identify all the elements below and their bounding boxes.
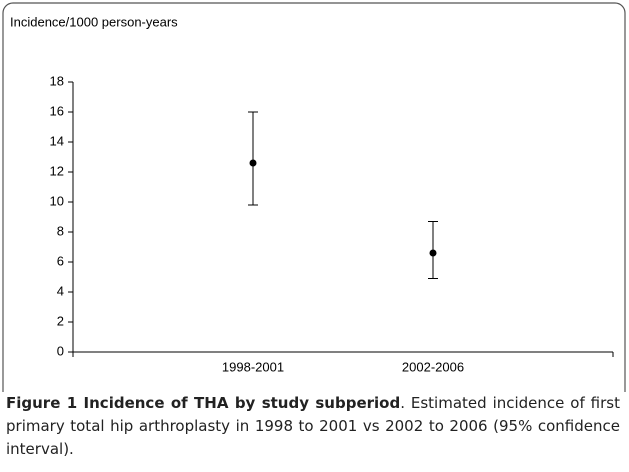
y-tick-label: 6 — [57, 253, 64, 268]
y-tick-label: 18 — [50, 73, 64, 88]
y-axis-label: Incidence/1000 person-years — [10, 14, 178, 29]
caption: Figure 1 Incidence of THA by study subpe… — [6, 392, 620, 461]
chart: Incidence/1000 person-years 0 2 4 6 8 10 12 14 1… — [2, 2, 626, 392]
point — [429, 249, 437, 257]
caption-text: . Estimated incidence of first primary t… — [6, 394, 620, 458]
x-tick-label: 1998-2001 — [222, 359, 284, 374]
x-tick-label: 2002-2006 — [402, 359, 464, 374]
y-tick-label: 10 — [50, 193, 64, 208]
y-tick-label: 14 — [50, 133, 64, 148]
y-tick-label: 4 — [57, 283, 64, 298]
y-tick-label: 2 — [57, 313, 64, 328]
frame — [2, 2, 626, 392]
y-tick-label: 0 — [57, 343, 64, 358]
y-tick-label: 12 — [50, 163, 64, 178]
caption-label: Figure 1 Incidence of THA by study subpe… — [6, 394, 401, 412]
point — [249, 159, 257, 167]
y-tick-label: 16 — [50, 103, 64, 118]
y-tick-label: 8 — [57, 223, 64, 238]
